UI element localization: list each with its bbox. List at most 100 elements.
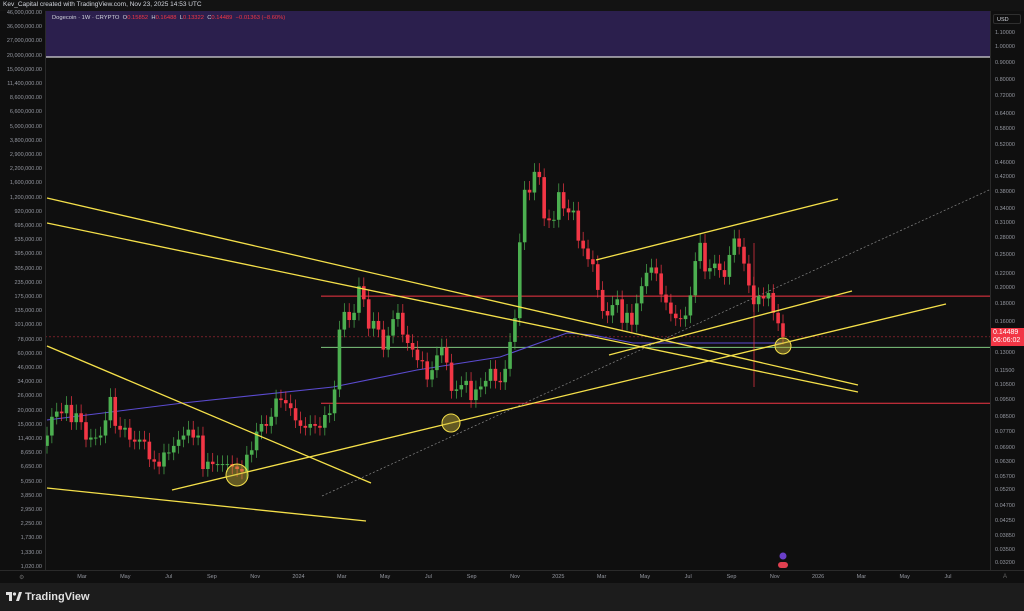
candle-body [659,273,663,295]
right-axis-tick: 0.13000 [995,350,1015,357]
left-axis-tick: 36,000,000.00 [6,24,42,31]
candle-body [742,246,746,264]
candle-body [600,289,605,312]
left-axis-tick: 1,730.00 [20,535,42,542]
left-axis-tick: 2,250.00 [20,521,42,528]
right-axis-tick: 0.90000 [995,59,1015,66]
candle-body [318,425,322,428]
candle-body [254,431,259,451]
left-axis-tick: 8,650.00 [20,450,42,457]
candle-body [630,312,634,325]
tradingview-logo[interactable]: TradingView [6,591,90,603]
candle-body [737,238,741,247]
left-axis-tick: 34,000.00 [17,379,42,386]
left-axis-tick: 3,850.00 [20,492,42,499]
auto-scale-icon[interactable]: A [1003,574,1008,580]
candle-body [357,286,361,313]
candle-body [98,435,103,438]
candle-body [147,441,152,460]
chart-legend: Dogecoin · 1W · CRYPTO O0.15852 H0.16488… [52,15,285,21]
high-label: H [151,15,156,21]
candle-body [118,425,122,430]
candle-body [59,411,64,414]
candle-body [444,347,449,363]
right-axis-tick: 0.22000 [995,271,1015,278]
open-label: O [122,15,128,21]
left-axis-tick: 3,800,000.00 [9,137,42,144]
time-axis[interactable]: ⚙ A Mar May Jul Sep Nov 2024 Mar May Jul Sep Nov 20… [0,570,1024,584]
candle-body [332,389,337,414]
candle-body [352,312,356,321]
left-axis-tick: 135,000.00 [14,308,42,315]
time-axis-tick: 2024 [292,574,305,580]
time-axis-tick: Nov [250,574,261,580]
candle-body [206,461,210,470]
candle-body [517,242,522,319]
right-axis-tick: 0.07700 [995,428,1015,435]
right-axis-tick: 0.03850 [995,532,1015,539]
left-axis-tick: 920,000.00 [14,208,42,215]
candle-body [708,268,712,272]
right-axis-tick: 0.34000 [995,205,1015,212]
trendline-1 [46,222,859,393]
time-axis-tick: May [899,574,910,580]
trendline-5 [595,198,839,261]
candle-body [176,439,181,446]
candle-body [771,292,776,313]
candle-body [323,415,327,428]
left-axis-tick: 1,020.00 [20,563,42,570]
left-axis-tick: 1,200,000.00 [9,194,42,201]
left-axis-tick: 27,000,000.00 [6,38,42,45]
candle-body [50,416,54,436]
candle-body [683,315,688,320]
time-axis-tick: Mar [596,574,607,580]
candle-body [459,385,464,390]
candle-body [264,423,269,426]
left-axis-tick: 8,600,000.00 [9,95,42,102]
footer: TradingView [0,583,1024,611]
candle-body [449,362,454,391]
candle-body [586,248,590,260]
right-axis-tick: 0.03200 [995,560,1015,567]
candle-body [542,177,546,219]
flag-icon [778,562,788,568]
candle-body [366,299,371,329]
time-axis-tick: 2026 [811,574,825,580]
chart-area[interactable] [45,11,1001,570]
price-chart[interactable] [45,11,1001,570]
right-axis-tick: 0.04250 [995,517,1015,524]
candle-body [440,347,444,356]
candle-body [454,389,459,391]
right-price-axis[interactable]: USD 0.14489 06:06:02 1.10000 1.00000 0.900… [990,11,1024,570]
candle-body [64,404,69,414]
candle-body [522,189,527,243]
candle-body [347,311,351,321]
candle-body [381,329,386,350]
open-value: 0.15852 [127,15,149,21]
candle-body [93,437,98,439]
candle-body [123,427,127,430]
candle-body [615,299,620,306]
right-axis-tick: 0.25000 [995,251,1015,258]
left-axis-tick: 1,600,000.00 [9,180,42,187]
candle-body [410,342,415,350]
left-axis-tick: 535,000.00 [14,237,42,244]
currency-selector[interactable]: USD [993,14,1021,24]
left-axis-tick: 11,400.00 [17,436,42,442]
tradingview-logo-icon [6,592,22,601]
candle-body [279,398,283,401]
candle-body [669,302,673,314]
time-axis-tick: Mar [77,574,87,580]
candle-body [186,429,191,436]
left-axis-tick: 2,900,000.00 [9,152,42,158]
candle-body [313,423,317,426]
candle-body [717,263,722,271]
left-axis-tick: 1,330.00 [20,549,42,556]
left-price-axis[interactable]: 46,000,000.00 36,000,000.00 27,000,000.00 2… [0,10,46,570]
candle-body [703,242,707,272]
left-axis-tick: 78,000.00 [17,336,42,343]
settings-icon[interactable]: ⚙ [19,575,25,581]
candle-body [537,171,542,178]
candle-body [673,313,678,319]
candle-body [391,319,395,336]
